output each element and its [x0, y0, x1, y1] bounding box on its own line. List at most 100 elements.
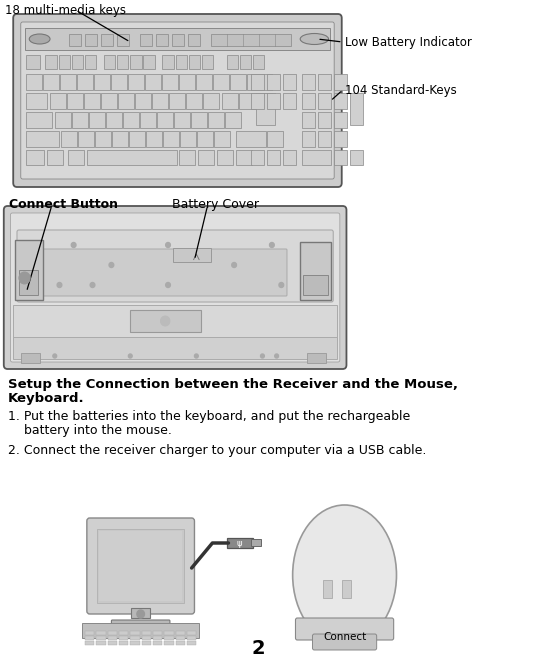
Bar: [142, 631, 151, 635]
Bar: [85, 641, 94, 645]
Bar: [334, 74, 348, 90]
Bar: [251, 74, 264, 90]
Bar: [77, 74, 93, 90]
FancyBboxPatch shape: [17, 230, 333, 302]
FancyBboxPatch shape: [10, 213, 340, 362]
Circle shape: [19, 272, 30, 284]
Bar: [334, 131, 348, 147]
Bar: [21, 353, 40, 363]
Circle shape: [166, 243, 170, 247]
Bar: [113, 131, 128, 147]
Bar: [67, 93, 83, 109]
Bar: [104, 55, 115, 69]
Bar: [302, 131, 315, 147]
Bar: [197, 131, 214, 147]
Bar: [302, 150, 332, 165]
Bar: [82, 623, 199, 638]
Bar: [227, 538, 253, 548]
Bar: [267, 93, 281, 109]
Bar: [172, 34, 184, 46]
Bar: [173, 112, 190, 128]
Bar: [50, 93, 66, 109]
Bar: [153, 641, 163, 645]
Bar: [147, 131, 163, 147]
Circle shape: [160, 316, 170, 326]
Bar: [119, 636, 128, 640]
Bar: [130, 641, 139, 645]
Bar: [303, 275, 328, 295]
Bar: [139, 112, 156, 128]
Bar: [173, 248, 210, 262]
Bar: [350, 93, 363, 125]
Bar: [176, 55, 187, 69]
Bar: [203, 93, 219, 109]
Bar: [87, 150, 177, 165]
Bar: [84, 93, 100, 109]
Bar: [130, 310, 201, 332]
Circle shape: [109, 263, 114, 267]
Bar: [176, 631, 185, 635]
Bar: [59, 55, 70, 69]
Bar: [117, 34, 130, 46]
Bar: [142, 641, 151, 645]
Bar: [334, 150, 348, 165]
Bar: [187, 641, 197, 645]
FancyBboxPatch shape: [4, 206, 346, 369]
Bar: [302, 93, 315, 109]
Bar: [198, 150, 214, 165]
Bar: [318, 93, 332, 109]
Bar: [202, 55, 214, 69]
Circle shape: [232, 263, 237, 267]
Text: Battery Cover: Battery Cover: [172, 198, 259, 211]
Text: Setup the Connection between the Receiver and the Mouse,: Setup the Connection between the Receive…: [8, 378, 457, 391]
FancyBboxPatch shape: [295, 618, 394, 640]
Bar: [176, 641, 185, 645]
Bar: [143, 55, 155, 69]
Text: Low Battery Indicator: Low Battery Indicator: [345, 35, 472, 49]
Bar: [187, 636, 197, 640]
Bar: [236, 131, 266, 147]
Bar: [46, 55, 57, 69]
Bar: [163, 131, 180, 147]
Bar: [106, 112, 122, 128]
Bar: [300, 242, 332, 300]
Bar: [94, 74, 110, 90]
FancyBboxPatch shape: [40, 249, 287, 296]
Bar: [96, 636, 106, 640]
Bar: [318, 112, 332, 128]
Bar: [135, 93, 151, 109]
Bar: [334, 93, 348, 109]
Circle shape: [137, 610, 144, 618]
Text: battery into the mouse.: battery into the mouse.: [8, 424, 171, 437]
Bar: [142, 636, 151, 640]
Bar: [231, 74, 247, 90]
Bar: [191, 112, 207, 128]
Text: 18 multi-media keys: 18 multi-media keys: [5, 4, 126, 17]
Bar: [189, 55, 200, 69]
Circle shape: [166, 283, 170, 287]
Bar: [153, 631, 163, 635]
Bar: [85, 631, 94, 635]
Bar: [117, 55, 128, 69]
Bar: [145, 74, 161, 90]
Bar: [111, 74, 127, 90]
Bar: [26, 74, 42, 90]
Bar: [68, 150, 84, 165]
Circle shape: [194, 354, 198, 358]
Bar: [176, 636, 185, 640]
Bar: [26, 112, 52, 128]
Bar: [108, 631, 117, 635]
Bar: [188, 34, 200, 46]
Bar: [25, 28, 330, 50]
Bar: [130, 636, 139, 640]
Bar: [164, 636, 173, 640]
Bar: [283, 93, 296, 109]
Bar: [139, 34, 152, 46]
Bar: [208, 112, 224, 128]
FancyBboxPatch shape: [87, 518, 194, 614]
Bar: [69, 34, 81, 46]
FancyBboxPatch shape: [21, 22, 334, 179]
Bar: [251, 539, 261, 546]
Ellipse shape: [300, 33, 328, 45]
Bar: [163, 55, 173, 69]
